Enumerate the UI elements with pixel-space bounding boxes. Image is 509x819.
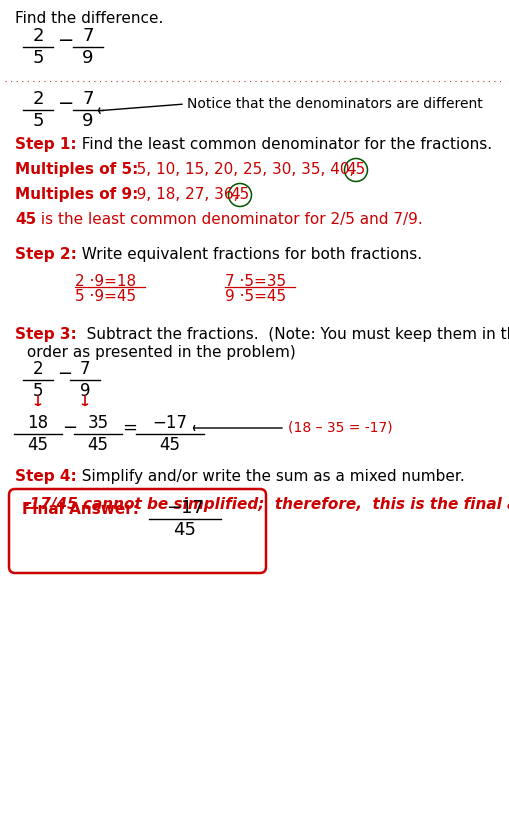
Text: Multiples of 9:: Multiples of 9:: [15, 187, 138, 202]
Text: 9 ·5=45: 9 ·5=45: [225, 289, 286, 304]
Text: =: =: [122, 419, 137, 437]
Text: 5, 10, 15, 20, 25, 30, 35, 40,: 5, 10, 15, 20, 25, 30, 35, 40,: [122, 162, 359, 177]
Text: −: −: [58, 31, 74, 51]
Text: 45: 45: [88, 436, 108, 454]
Text: 5 ·9=45: 5 ·9=45: [75, 289, 136, 304]
Text: 9: 9: [82, 112, 94, 130]
Text: −17: −17: [166, 499, 204, 517]
Text: Write equivalent fractions for both fractions.: Write equivalent fractions for both frac…: [72, 247, 422, 262]
Text: 45: 45: [27, 436, 48, 454]
Text: 7: 7: [82, 27, 94, 45]
Text: −: −: [62, 419, 77, 437]
Text: 45: 45: [159, 436, 181, 454]
Text: Subtract the fractions.  (Note: You must keep them in the: Subtract the fractions. (Note: You must …: [72, 327, 509, 342]
Text: Multiples of 5:: Multiples of 5:: [15, 162, 138, 177]
Text: Final Answer:: Final Answer:: [22, 502, 139, 517]
Text: Find the difference.: Find the difference.: [15, 11, 163, 26]
Text: 2: 2: [32, 90, 44, 108]
Text: 9: 9: [82, 49, 94, 67]
Text: Notice that the denominators are different: Notice that the denominators are differe…: [187, 97, 483, 111]
Text: Step 2:: Step 2:: [15, 247, 77, 262]
Text: 2 ·9=18: 2 ·9=18: [75, 274, 136, 289]
Text: 2: 2: [33, 360, 43, 378]
Text: Find the least common denominator for the fractions.: Find the least common denominator for th…: [72, 137, 492, 152]
Text: Step 4:: Step 4:: [15, 469, 77, 484]
Text: 5: 5: [33, 382, 43, 400]
Text: Step 3:: Step 3:: [15, 327, 77, 342]
Text: is the least common denominator for 2/5 and 7/9.: is the least common denominator for 2/5 …: [36, 212, 423, 227]
Text: -17/45 cannot be simplified;  therefore,  this is the final answer.: -17/45 cannot be simplified; therefore, …: [18, 497, 509, 512]
Text: Simplify and/or write the sum as a mixed number.: Simplify and/or write the sum as a mixed…: [72, 469, 465, 484]
Text: 45: 45: [347, 162, 365, 178]
Text: Step 1:: Step 1:: [15, 137, 77, 152]
Text: 45: 45: [15, 212, 36, 227]
Text: 9: 9: [80, 382, 90, 400]
Text: 7: 7: [80, 360, 90, 378]
Text: 35: 35: [88, 414, 108, 432]
Text: 5: 5: [32, 112, 44, 130]
Text: −: −: [57, 365, 72, 383]
Text: 9, 18, 27, 36,: 9, 18, 27, 36,: [122, 187, 243, 202]
Text: order as presented in the problem): order as presented in the problem): [22, 345, 296, 360]
Text: (18 – 35 = -17): (18 – 35 = -17): [288, 421, 392, 435]
Text: 5: 5: [32, 49, 44, 67]
Text: 45: 45: [174, 521, 196, 539]
Text: 2: 2: [32, 27, 44, 45]
FancyBboxPatch shape: [9, 489, 266, 573]
Text: 7: 7: [82, 90, 94, 108]
Text: 45: 45: [231, 188, 249, 202]
Text: −: −: [58, 94, 74, 114]
Text: 18: 18: [27, 414, 48, 432]
Text: 7 ·5=35: 7 ·5=35: [225, 274, 286, 289]
Text: −17: −17: [153, 414, 187, 432]
